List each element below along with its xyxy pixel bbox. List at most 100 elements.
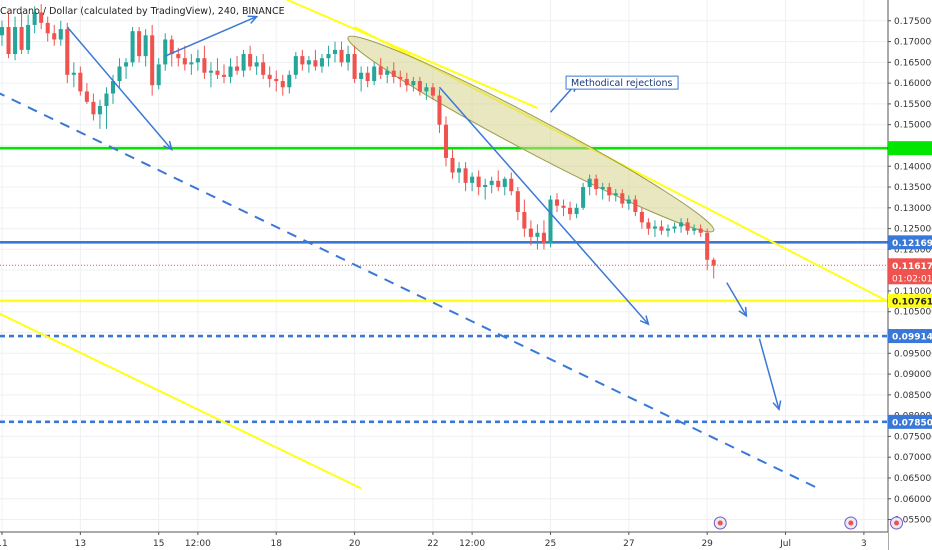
candle-body bbox=[6, 27, 11, 55]
candle-body bbox=[150, 35, 155, 86]
candle-body bbox=[581, 187, 586, 208]
candle-body bbox=[437, 95, 442, 125]
level-price-tag bbox=[888, 329, 932, 344]
horizontal-levels bbox=[0, 146, 888, 424]
arrow-shaft bbox=[726, 282, 747, 317]
candle-body bbox=[97, 105, 102, 115]
candle-body bbox=[228, 66, 233, 77]
candle-body bbox=[319, 58, 324, 67]
candle-body bbox=[143, 35, 148, 57]
candle-body bbox=[274, 78, 279, 82]
candle-body bbox=[352, 54, 357, 79]
candle-body bbox=[391, 70, 396, 77]
level-price-tag bbox=[888, 235, 932, 250]
candle-body bbox=[235, 66, 240, 71]
arrow-shaft bbox=[164, 15, 257, 57]
candle-body bbox=[71, 72, 76, 75]
annotation-text: Methodical rejections bbox=[571, 78, 672, 89]
candle-body bbox=[280, 81, 285, 88]
candle-body bbox=[117, 66, 122, 82]
level-price-tag-label: 0.121695 bbox=[892, 239, 932, 249]
candle-body bbox=[45, 22, 50, 34]
candle-body bbox=[261, 62, 266, 75]
level-price-tag bbox=[888, 414, 932, 429]
candle-body bbox=[385, 70, 390, 75]
time-tick-label: 27 bbox=[623, 539, 634, 549]
candle-body bbox=[541, 232, 546, 244]
candle-body bbox=[430, 87, 435, 96]
candle-body bbox=[587, 178, 592, 188]
candle-body bbox=[137, 31, 142, 57]
candle-body bbox=[574, 207, 579, 215]
candle-body bbox=[711, 259, 716, 266]
candle-body bbox=[535, 232, 540, 237]
candle-body bbox=[300, 56, 305, 65]
candle-body bbox=[176, 54, 181, 59]
projection-arrows bbox=[66, 15, 782, 412]
level-price-tag bbox=[888, 141, 932, 156]
candle-body bbox=[489, 180, 494, 185]
candle-body bbox=[39, 12, 44, 23]
candle-body bbox=[450, 157, 455, 173]
candle-body bbox=[254, 62, 259, 67]
candle-body bbox=[195, 58, 200, 63]
candle-body bbox=[679, 222, 684, 227]
candle-body bbox=[568, 207, 573, 215]
candle-body bbox=[293, 56, 298, 75]
candle-body bbox=[613, 193, 618, 196]
candle-body bbox=[411, 81, 416, 86]
candle-body bbox=[652, 226, 657, 229]
trendlines bbox=[0, 0, 917, 490]
candle-body bbox=[554, 199, 560, 206]
candle-body bbox=[620, 193, 625, 204]
candle-body bbox=[248, 54, 253, 67]
time-tick-label: 13 bbox=[75, 539, 86, 549]
time-tick-label: 25 bbox=[545, 539, 556, 549]
candle-body bbox=[594, 178, 599, 190]
candle-body bbox=[522, 211, 527, 229]
level-price-tag-label: 0.099141 bbox=[892, 333, 932, 343]
arrow-head bbox=[247, 15, 259, 24]
arrow-shaft bbox=[758, 338, 780, 410]
candle-body bbox=[267, 74, 272, 79]
candle-body bbox=[359, 72, 364, 79]
candle-body bbox=[110, 81, 116, 94]
candle-body bbox=[515, 191, 520, 212]
rejection-ellipse-group bbox=[347, 35, 715, 233]
candle-body bbox=[476, 176, 481, 188]
level-price-tag-label: 0.107614 bbox=[892, 297, 932, 307]
event-badge-dot bbox=[717, 520, 723, 526]
candlesticks bbox=[0, 4, 716, 279]
candle-body bbox=[639, 211, 644, 223]
candle-body bbox=[705, 232, 710, 260]
candle-body bbox=[365, 72, 370, 82]
candle-body bbox=[287, 74, 292, 88]
candle-body bbox=[372, 66, 377, 82]
arrow-head bbox=[772, 400, 782, 412]
arrow-shaft bbox=[66, 26, 173, 151]
candle-body bbox=[32, 12, 37, 25]
candle-body bbox=[626, 199, 631, 204]
candle-body bbox=[509, 178, 514, 192]
candle-body bbox=[58, 29, 63, 40]
annotation-group: Methodical rejections bbox=[565, 75, 679, 90]
candle-body bbox=[600, 187, 605, 190]
time-tick-label: 12:00 bbox=[185, 539, 211, 549]
time-axis[interactable]: 11 13 15 12:00 18 20 22 12:00 25 27 29 Jul 3 bbox=[0, 531, 888, 550]
candle-body bbox=[398, 76, 403, 79]
